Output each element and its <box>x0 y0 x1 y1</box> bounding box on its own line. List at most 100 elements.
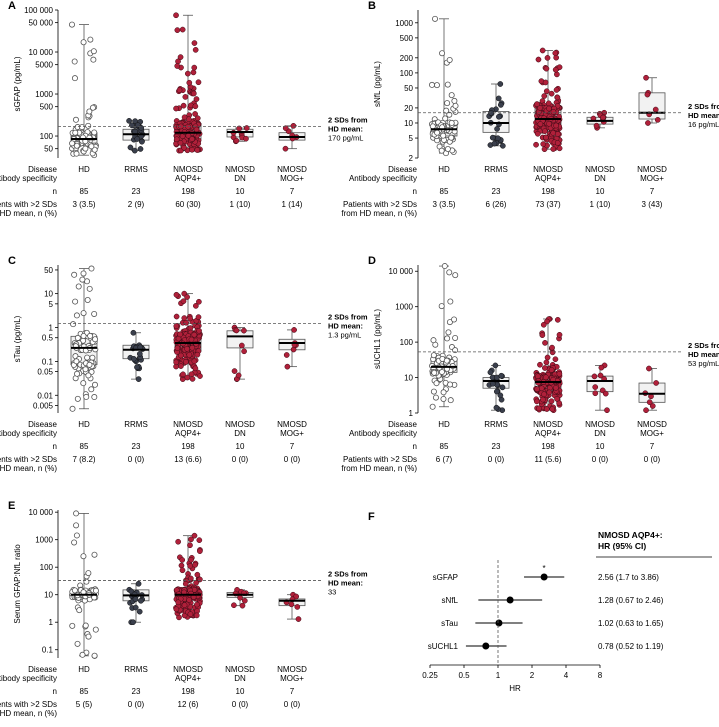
panel-e-group-n: 85 <box>80 687 89 696</box>
panel-a-threshold-label: 2 SDs from <box>328 115 368 124</box>
panel-e-data-point <box>187 542 193 549</box>
panel-f-row-label: sUCHL1 <box>428 642 459 651</box>
panel-b-data-point <box>537 121 544 127</box>
panel-d-data-point <box>549 406 556 412</box>
panel-c-data-point <box>235 372 242 379</box>
panel-f-xtick-label: 4 <box>564 671 569 680</box>
panel-a-label: A <box>8 0 16 12</box>
panel-b-group-count: 6 (26) <box>486 200 507 209</box>
panel-e-label: E <box>8 500 15 512</box>
panel-e-data-point <box>182 581 189 587</box>
panel-b-data-point <box>444 145 451 152</box>
panel-b-data-point <box>448 92 455 99</box>
panel-a-group-disease: NMOSD <box>173 165 203 174</box>
panel-c-group-count: 0 (0) <box>284 455 301 464</box>
panel-e-group-count: 0 (0) <box>128 700 145 709</box>
panel-b-ytick-label: 200 <box>400 54 414 63</box>
panel-b-data-point <box>554 140 561 146</box>
panel-c-threshold-label: HD mean: <box>328 322 363 331</box>
panel-b-data-point <box>654 117 661 123</box>
panel-d-data-point <box>653 380 659 386</box>
panel-e-group-antibody: AQP4+ <box>175 674 201 683</box>
panel-d-data-point <box>646 399 653 406</box>
panel-b-data-point <box>643 74 649 81</box>
panel-d-data-point <box>604 407 610 414</box>
panel-c-ylabel: sTau (pg/mL) <box>13 315 22 362</box>
panel-a-data-point <box>177 54 184 60</box>
panel-b-data-point <box>652 106 659 113</box>
panel-b-data-point <box>440 132 447 139</box>
panel-c-ytick-label: 50 <box>44 266 53 275</box>
panel-b-data-point <box>543 88 550 95</box>
panel-c-data-point <box>291 327 297 333</box>
panel-e-data-point <box>192 562 198 568</box>
panel-a-group-count: 3 (3.5) <box>72 200 95 209</box>
panel-a-data-point <box>181 144 187 151</box>
panel-e-data-point <box>130 619 136 626</box>
panel-c-data-point <box>79 276 86 283</box>
panel-d-group-antibody: MOG+ <box>640 429 664 438</box>
panel-a-group-disease: NMOSD <box>277 165 307 174</box>
panel-b-group-disease: NMOSD <box>585 165 615 174</box>
panel-a-data-point <box>191 40 198 46</box>
panel-c-data-point <box>241 327 247 334</box>
panel-b-data-point <box>537 105 543 111</box>
panel-e-data-point <box>231 602 237 609</box>
panel-b-group-n: 23 <box>492 187 501 196</box>
panel-a-data-point <box>189 136 195 142</box>
panel-c-data-point <box>71 271 78 278</box>
panel-f-row-label: sGFAP <box>433 573 458 582</box>
panel-e-data-point <box>186 597 192 603</box>
panel-a-data-point <box>73 142 80 149</box>
panel-e-group-count: 0 (0) <box>232 700 249 709</box>
panel-e-data-point <box>85 633 92 640</box>
panel-a-data-point <box>127 144 134 151</box>
panel-a-data-point <box>186 116 192 123</box>
panel-e-data-point <box>187 575 194 582</box>
panel-e-group-count: 5 (5) <box>76 700 93 709</box>
panel-c-data-point <box>87 332 94 339</box>
panel-e-data-point <box>136 608 143 615</box>
panel-d-data-point <box>438 303 445 310</box>
panel-c-data-point <box>187 315 193 322</box>
panel-a-ytick-label: 500 <box>40 103 54 112</box>
panel-a-group-count: 2 (9) <box>128 200 145 209</box>
panel-d-ytick-label: 1000 <box>395 303 413 312</box>
panel-e-data-point <box>135 580 142 587</box>
panel-b-data-point <box>553 122 560 129</box>
panel-a-data-point <box>193 96 200 102</box>
panel-e-data-point <box>138 597 144 604</box>
panel-f-header: NMOSD AQP4+: <box>598 530 663 540</box>
panel-c-data-point <box>82 366 89 373</box>
panel-f-header: HR (95% CI) <box>598 541 646 551</box>
panel-b-data-point <box>496 113 502 120</box>
panel-b-label: B <box>368 0 376 12</box>
panel-a: A 50 100 500 1000 5000 10 000 50 000 100 000 sGFA… <box>0 0 368 218</box>
panel-a-data-point <box>78 124 85 131</box>
panel-a-group-disease: HD <box>78 165 90 174</box>
panel-b-data-point <box>432 15 439 22</box>
panel-e-group-n: 7 <box>290 687 295 696</box>
panel-c-ytick-label: 0.5 <box>42 334 54 343</box>
panel-b-data-point <box>495 135 501 142</box>
panel-e-group-antibody: MOG+ <box>280 674 304 683</box>
panel-d-row-n: n <box>413 442 417 451</box>
panel-e-data-point <box>71 587 78 594</box>
panel-e-row-antibody: Antibody specificity <box>0 674 57 683</box>
panel-c-ytick-label: 0.05 <box>37 368 53 377</box>
panel-c-data-point <box>80 332 87 339</box>
panel-c-data-point <box>130 329 137 336</box>
panel-b: B 2 5 10 20 50 100 200 500 1000 sNfL (pg/mL) 2 SDs … <box>341 0 719 218</box>
panel-d-data-point <box>498 372 505 379</box>
panel-e-group-disease: HD <box>78 665 90 674</box>
panel-d-data-point <box>540 321 547 328</box>
panel-b-data-point <box>434 129 441 136</box>
panel-a-data-point <box>69 140 76 147</box>
panel-b-data-point <box>543 134 549 141</box>
panel-b-group-disease: NMOSD <box>533 165 563 174</box>
panel-b-data-point <box>497 81 504 87</box>
panel-c-ytick-label: 0.1 <box>42 357 54 366</box>
panel-a-data-point <box>175 58 181 65</box>
panel-b-group-count: 1 (10) <box>590 200 611 209</box>
panel-c-data-point <box>184 374 191 381</box>
